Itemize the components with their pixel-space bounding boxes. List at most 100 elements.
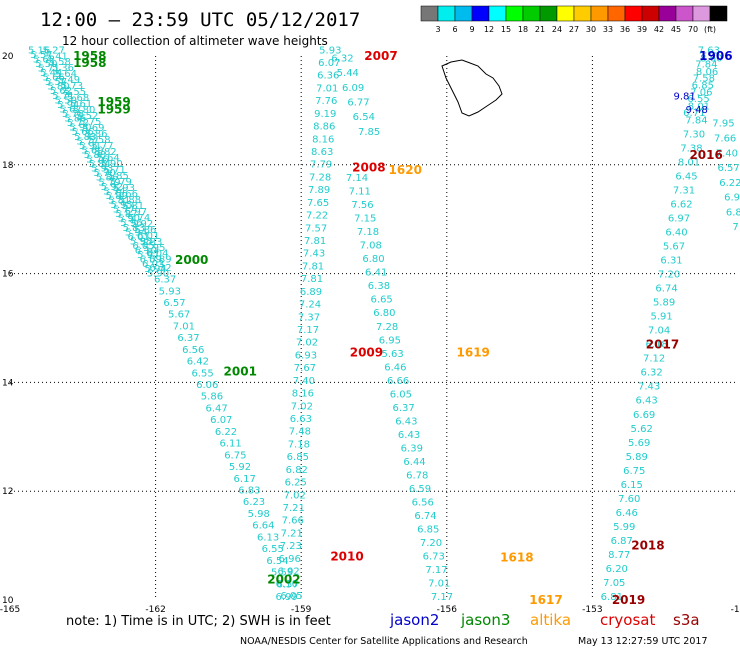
swh-value: 5.59 bbox=[271, 567, 293, 578]
swh-value: 7.57 bbox=[305, 223, 327, 234]
swh-value: 6.42 bbox=[187, 357, 209, 368]
swh-value: 5.86 bbox=[85, 129, 107, 140]
plot-area: -165-162-159-156-153-15101214161820 5.16… bbox=[0, 45, 740, 615]
colorbar-swatch bbox=[522, 5, 541, 22]
swh-value: 6.80 bbox=[373, 308, 395, 319]
swh-value: 5.84 bbox=[89, 159, 111, 170]
swh-value: 5.66 bbox=[116, 189, 138, 200]
pass-time-label: 1959 bbox=[97, 102, 130, 116]
colorbar-label: 39 bbox=[637, 25, 647, 34]
swh-value: 5.49 bbox=[58, 75, 80, 86]
swh-value: 7.24 bbox=[299, 300, 321, 311]
swh-value: 7.01 bbox=[316, 83, 338, 94]
swh-value: 6.73 bbox=[423, 551, 445, 562]
swh-value: 5.90 bbox=[147, 268, 169, 279]
swh-value: 5.77 bbox=[77, 136, 99, 147]
swh-value: 7.21 bbox=[283, 503, 305, 514]
swh-value: 5.92 bbox=[101, 182, 123, 193]
swh-value: 5.90 bbox=[69, 123, 91, 134]
swh-value: 6.57 bbox=[718, 163, 740, 174]
swh-value: 5.94 bbox=[144, 264, 166, 275]
swh-value: 6.43 bbox=[398, 430, 420, 441]
swh-value: 5.93 bbox=[113, 183, 135, 194]
swh-value: 5.64 bbox=[55, 69, 77, 80]
swh-value: 6.23 bbox=[243, 497, 265, 508]
swh-value: 8.06 bbox=[696, 67, 718, 78]
swh-value: 5.95 bbox=[110, 200, 132, 211]
swh-value: 6.89 bbox=[300, 287, 322, 298]
y-tick-label: 16 bbox=[2, 270, 14, 280]
swh-value: 6.54 bbox=[353, 112, 375, 123]
swh-value: 5.93 bbox=[91, 164, 113, 175]
pass-time-label: 1906 bbox=[699, 49, 732, 63]
swh-value: 6.71 bbox=[683, 108, 705, 119]
swh-value: 6.41 bbox=[365, 268, 387, 279]
hawaii-island-outline bbox=[441, 59, 503, 117]
swh-value: 6.11 bbox=[220, 439, 242, 450]
swh-value: 6.59 bbox=[409, 484, 431, 495]
colorbar-label: 42 bbox=[654, 25, 664, 34]
swh-value: 5.96 bbox=[120, 218, 142, 229]
colorbar-label: (ft) bbox=[704, 25, 716, 34]
swh-value: 6.10 bbox=[135, 246, 157, 257]
swh-value: 5.86 bbox=[96, 173, 118, 184]
swh-value: 5.83 bbox=[123, 223, 145, 234]
swh-value: 9.81 bbox=[673, 92, 695, 103]
swh-value: 5.58 bbox=[88, 135, 110, 146]
swh-value: 7.11 bbox=[349, 187, 371, 198]
swh-value: 6.55 bbox=[191, 368, 213, 379]
pass-time-label: 1619 bbox=[457, 345, 490, 359]
swh-value: 7.66 bbox=[282, 516, 304, 527]
colorbar-swatch bbox=[454, 5, 473, 22]
swh-value: 5.79 bbox=[98, 177, 120, 188]
swh-value: 7.81 bbox=[304, 236, 326, 247]
swh-value: 6.18 bbox=[645, 340, 667, 351]
y-tick-label: 20 bbox=[2, 52, 14, 62]
swh-value: 5.98 bbox=[248, 509, 270, 520]
y-tick-label: 10 bbox=[2, 596, 14, 606]
colorbar-swatch bbox=[675, 5, 694, 22]
swh-value: 7.14 bbox=[346, 173, 368, 184]
swh-value: 6.62 bbox=[670, 199, 692, 210]
swh-value: 6.65 bbox=[371, 295, 393, 306]
pass-time-label: 1958 bbox=[73, 49, 106, 63]
credit-line: NOAA/NESDIS Center for Satellite Applica… bbox=[240, 636, 528, 647]
swh-value: 6.36 bbox=[317, 71, 339, 82]
swh-value: 6.85 bbox=[287, 452, 309, 463]
swh-value: 5.63 bbox=[381, 349, 403, 360]
y-tick-label: 18 bbox=[2, 161, 14, 171]
swh-value: 6.43 bbox=[636, 396, 658, 407]
satellite-legend-item: altika bbox=[530, 611, 571, 629]
swh-value: 5.74 bbox=[103, 186, 125, 197]
colorbar-label: 21 bbox=[535, 25, 545, 34]
swh-value: 5.61 bbox=[70, 99, 92, 110]
swh-value: 5.79 bbox=[110, 177, 132, 188]
swh-value: 5.50 bbox=[35, 59, 57, 70]
pass-time-label: 1617 bbox=[529, 593, 562, 607]
swh-value: 6.46 bbox=[616, 508, 638, 519]
swh-value: 6.54 bbox=[266, 556, 288, 567]
swh-value: 6.63 bbox=[290, 414, 312, 425]
colorbar-label: 33 bbox=[603, 25, 613, 34]
swh-value: 7.63 bbox=[698, 45, 720, 56]
swh-value: 5.50 bbox=[55, 95, 77, 106]
swh-value: 6.74 bbox=[414, 511, 436, 522]
swh-value: 5.81 bbox=[108, 195, 130, 206]
pass-time-label: 2007 bbox=[364, 49, 397, 63]
swh-value: 5.69 bbox=[628, 438, 650, 449]
swh-value: 5.92 bbox=[229, 462, 251, 473]
swh-color-legend: 3 6 9 12 15 18 21 24 27 30 33 36 39 42 45 70 (ft) bbox=[420, 5, 728, 34]
swh-value: 6.83 bbox=[238, 485, 260, 496]
swh-value: 7.76 bbox=[315, 96, 337, 107]
swh-value: 5.73 bbox=[61, 81, 83, 92]
swh-value: 5.69 bbox=[81, 145, 103, 156]
swh-value: 5.80 bbox=[73, 105, 95, 116]
swh-value: 6.01 bbox=[127, 232, 149, 243]
swh-value: 6.05 bbox=[390, 389, 412, 400]
swh-value: 6.45 bbox=[675, 171, 697, 182]
colorbar-swatch bbox=[437, 5, 456, 22]
swh-value: 7.12 bbox=[643, 354, 665, 365]
swh-value: 6.69 bbox=[633, 410, 655, 421]
swh-value: 6.25 bbox=[285, 478, 307, 489]
swh-value: 8.77 bbox=[608, 550, 630, 561]
